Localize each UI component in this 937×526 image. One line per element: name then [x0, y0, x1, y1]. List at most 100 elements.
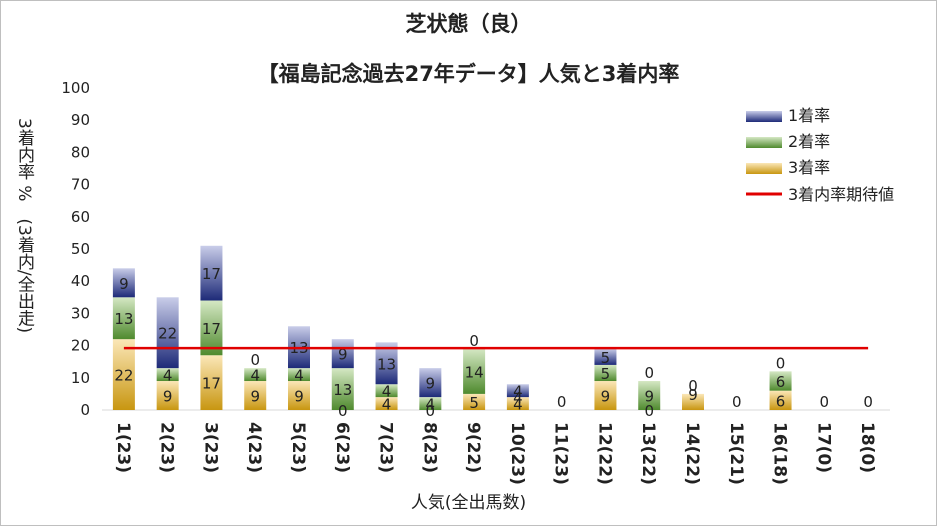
x-tick-label: 18(0): [857, 422, 877, 473]
bar-1st: [419, 368, 442, 398]
x-tick-label: 10(23): [507, 422, 527, 485]
data-label: 0: [426, 402, 436, 420]
x-tick-label: 3(23): [200, 422, 220, 473]
bar-3rd: [200, 355, 223, 410]
data-label: 9: [250, 388, 260, 406]
data-label: 0: [776, 354, 786, 372]
bar-3rd: [769, 390, 792, 410]
legend-1st-label: 1着率: [788, 106, 830, 125]
chart-subtitle: 【福島記念過去27年データ】人気と3着内率: [257, 62, 680, 86]
x-tick-label: 7(23): [376, 422, 396, 473]
data-label: 0: [557, 393, 567, 411]
data-label: 0: [732, 393, 742, 411]
data-label: 22: [158, 325, 177, 343]
data-label: 4: [382, 383, 392, 401]
y-tick-label: 50: [71, 240, 90, 258]
y-tick-label: 70: [71, 176, 90, 194]
bar-1st: [112, 268, 135, 298]
data-label: 9: [601, 388, 611, 406]
legend-expected-label: 3着内率期待値: [788, 185, 894, 204]
bar-2nd: [156, 368, 179, 382]
data-label: 9: [163, 388, 173, 406]
bar-1st: [200, 245, 223, 301]
data-label: 13: [377, 355, 396, 373]
x-tick-label: 17(0): [813, 422, 833, 473]
x-tick-label: 9(22): [463, 422, 483, 473]
data-label: 0: [469, 332, 479, 350]
data-label: 4: [294, 367, 304, 385]
bar-2nd: [594, 364, 617, 382]
bar-2nd: [288, 368, 310, 382]
data-label: 5: [601, 349, 611, 367]
data-label: 4: [163, 367, 173, 385]
bar-2nd: [331, 368, 354, 410]
bar-3rd: [506, 397, 529, 410]
x-tick-label: 6(23): [332, 422, 352, 473]
x-tick-label: 14(22): [682, 422, 702, 485]
data-label: 5: [601, 365, 611, 383]
y-tick-label: 100: [61, 79, 90, 97]
x-tick-label: 13(22): [638, 422, 658, 485]
data-label: 9: [338, 346, 348, 364]
x-tick-label: 5(23): [288, 422, 308, 473]
bar-3rd: [156, 381, 179, 410]
data-label: 0: [338, 402, 348, 420]
data-label: 9: [644, 388, 654, 406]
data-label: 0: [863, 393, 873, 411]
data-label: 13: [114, 310, 133, 328]
x-axis-label: 人気(全出馬数): [410, 493, 527, 513]
y-tick-label: 20: [71, 337, 90, 355]
legend-1st-swatch: [746, 111, 782, 122]
legend-3rd-swatch: [746, 163, 782, 174]
data-label: 9: [688, 386, 698, 404]
x-tick-label: 11(23): [551, 422, 571, 485]
data-label: 6: [776, 392, 786, 410]
y-tick-label: 10: [71, 369, 90, 387]
legend-3rd-label: 3着率: [788, 158, 830, 177]
data-label: 4: [426, 396, 436, 414]
bar-1st: [594, 348, 617, 365]
data-label: 0: [688, 377, 698, 395]
y-tick-label: 60: [71, 208, 90, 226]
data-label: 0: [250, 351, 260, 369]
data-label: 4: [513, 396, 523, 414]
x-tick-label: 8(23): [419, 422, 439, 473]
y-axis-label: 3着内率 % (3着内/全出走): [14, 118, 34, 334]
bar-3rd: [682, 393, 704, 410]
y-tick-label: 40: [71, 272, 90, 290]
x-tick-label: 12(22): [594, 422, 614, 485]
bar-1st: [375, 342, 398, 385]
data-label: 17: [202, 320, 221, 338]
bar-3rd: [112, 339, 135, 410]
legend-2nd-swatch: [746, 137, 782, 148]
bar-1st: [331, 339, 354, 369]
bar-3rd: [244, 381, 267, 410]
bar-3rd: [288, 381, 310, 410]
bar-3rd: [594, 381, 617, 410]
data-label: 9: [294, 388, 304, 406]
data-label: 4: [250, 367, 260, 385]
bar-1st: [156, 297, 179, 369]
legend-2nd-label: 2着率: [788, 132, 830, 151]
x-tick-label: 2(23): [157, 422, 177, 473]
bar-3rd: [463, 393, 486, 410]
bar-2nd: [375, 384, 398, 398]
data-label: 17: [202, 375, 221, 393]
data-label: 0: [644, 364, 654, 382]
bar-1st: [506, 384, 529, 398]
bar-3rd: [375, 397, 398, 410]
y-tick-label: 30: [71, 304, 90, 322]
data-label: 13: [333, 381, 352, 399]
y-tick-label: 80: [71, 143, 90, 161]
data-label: 4: [382, 396, 392, 414]
x-tick-label: 16(18): [770, 422, 790, 485]
data-label: 17: [202, 265, 221, 283]
x-tick-label: 1(23): [113, 422, 133, 473]
x-tick-label: 4(23): [244, 422, 264, 473]
chart-title: 芝状態（良）: [405, 12, 532, 36]
bar-2nd: [638, 381, 661, 410]
data-label: 4: [513, 389, 523, 407]
bar-2nd: [244, 368, 267, 382]
